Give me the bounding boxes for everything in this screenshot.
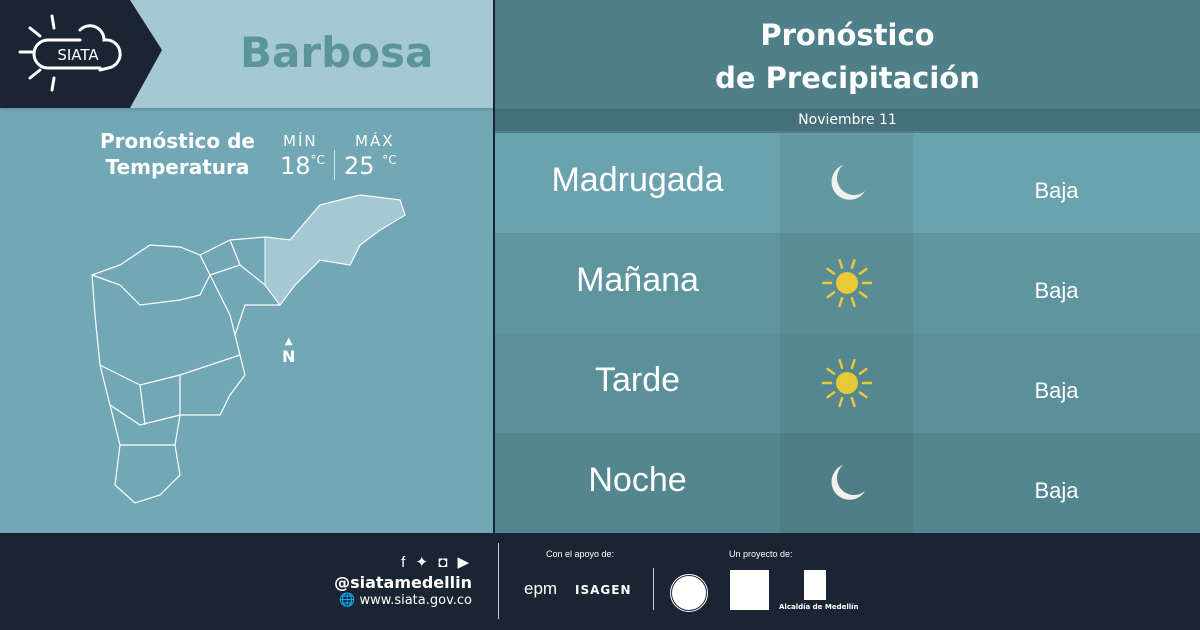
north-arrow-icon: ▲: [284, 336, 293, 347]
moon-icon: [780, 433, 913, 533]
precipitation-panel: Pronóstico de Precipitación Noviembre 11 …: [495, 0, 1200, 533]
north-indicator: ▲ N: [282, 336, 296, 366]
period-label: Mañana: [576, 260, 699, 299]
city-header: SIATA Barbosa: [0, 0, 493, 108]
medellin-seal-logo: [669, 573, 709, 613]
globe-icon: 🌐: [339, 593, 356, 608]
left-panel: SIATA Barbosa Pronóstico de Temperatura M…: [0, 0, 493, 533]
precipitation-value: Baja: [1034, 178, 1079, 203]
period-label: Madrugada: [551, 160, 724, 199]
support-label: Con el apoyo de:: [546, 549, 615, 559]
divider: [653, 568, 654, 610]
siata-logo: SIATA: [0, 0, 162, 108]
forecast-row: Madrugada Baja: [495, 133, 1200, 233]
sun-cloud-logo-icon: SIATA: [18, 14, 122, 92]
area-metropolitana-logo: [730, 570, 769, 610]
forecast-row: Mañana Baja: [495, 233, 1200, 333]
moon-icon: [780, 133, 913, 233]
sun-icon: [780, 333, 913, 433]
period-label: Noche: [588, 460, 687, 499]
alcaldia-label: Alcaldía de Medellín: [779, 603, 859, 611]
precipitation-value: Baja: [1034, 278, 1079, 303]
divider: [498, 543, 499, 619]
max-label: MÁX: [355, 132, 395, 150]
footer: f ✦ ◘ ▶ @siatamedellin 🌐 www.siata.gov.c…: [0, 533, 1200, 630]
forecast-date: Noviembre 11: [495, 109, 1200, 131]
project-label: Un proyecto de:: [729, 549, 793, 559]
social-handle[interactable]: @siatamedellin: [334, 573, 472, 592]
precipitation-value: Baja: [1034, 378, 1079, 403]
city-name: Barbosa: [240, 28, 434, 77]
forecast-row: Noche Baja: [495, 433, 1200, 533]
max-temp: 25 °C: [344, 152, 397, 180]
social-icons[interactable]: f ✦ ◘ ▶: [401, 554, 472, 571]
svg-text:SIATA: SIATA: [57, 46, 99, 64]
temperature-title: Pronóstico de Temperatura: [100, 129, 255, 179]
forecast-row: Tarde Baja: [495, 333, 1200, 433]
min-label: MÍN: [283, 132, 318, 150]
sun-icon: [780, 233, 913, 333]
precipitation-title: Pronóstico de Precipitación: [715, 18, 980, 95]
municipality-map: [91, 194, 406, 504]
website-link[interactable]: 🌐 www.siata.gov.co: [339, 593, 472, 608]
period-label: Tarde: [594, 360, 681, 399]
divider: [334, 150, 335, 180]
precipitation-value: Baja: [1034, 478, 1079, 503]
isagen-logo: ISAGEN: [575, 583, 632, 597]
alcaldia-shield-logo: [804, 570, 826, 600]
epm-logo: epm: [524, 579, 558, 598]
min-temp: 18°C: [280, 152, 325, 180]
